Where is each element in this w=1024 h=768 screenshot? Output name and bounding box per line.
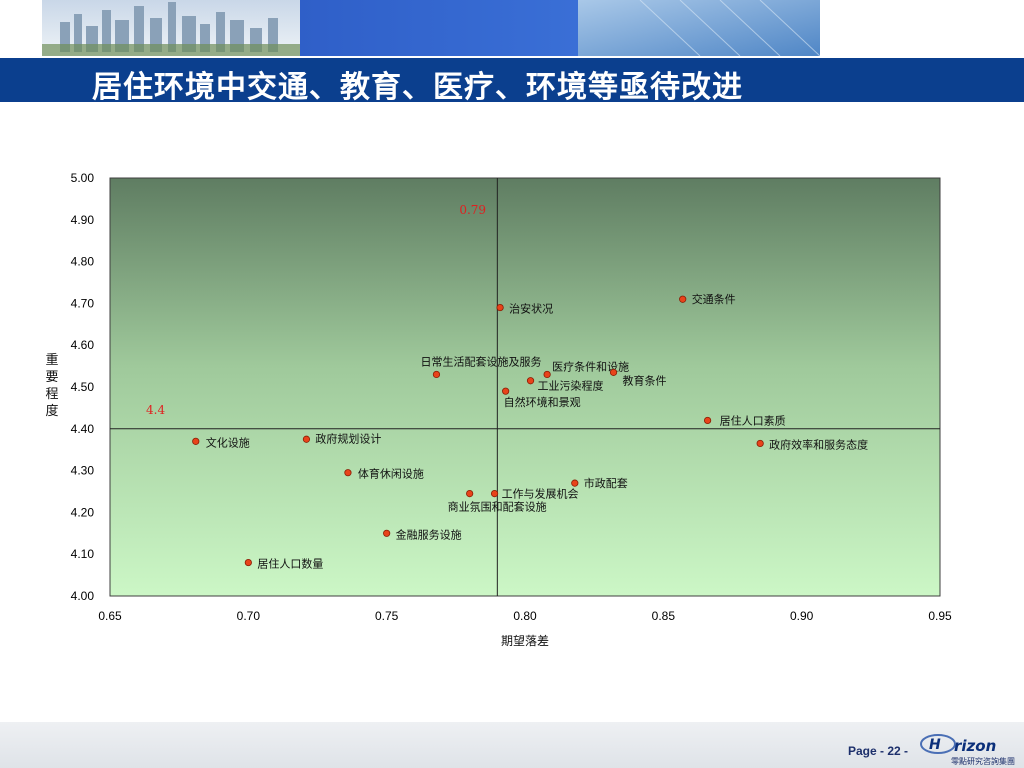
glass-building-photo [578, 0, 820, 56]
data-point-label: 教育条件 [623, 373, 667, 387]
x-tick-label: 0.90 [790, 609, 814, 623]
y-axis-label-char: 重 [45, 352, 58, 368]
y-axis-label-char: 要 [45, 370, 58, 385]
data-point [756, 439, 764, 448]
x-tick-label: 0.70 [237, 609, 261, 623]
header-photo-strip [0, 0, 1024, 56]
data-point-label: 工作与发展机会 [502, 487, 579, 501]
y-tick-label: 4.40 [71, 422, 95, 436]
y-tick-label: 5.00 [71, 171, 95, 185]
y-tick-label: 4.30 [71, 464, 95, 478]
y-tick-label: 4.20 [71, 505, 95, 519]
y-tick-label: 4.70 [71, 296, 95, 310]
data-point [526, 377, 535, 385]
x-tick-label: 0.75 [375, 609, 399, 623]
data-point-label: 治安状况 [509, 302, 553, 316]
svg-text:H: H [929, 737, 941, 753]
y-tick-label: 4.00 [71, 589, 95, 603]
x-tick-label: 0.85 [652, 609, 676, 623]
data-point [302, 435, 311, 443]
data-point-label: 自然环境和景观 [504, 395, 581, 409]
company-logo-caption: 零點研究咨詢集團 [951, 757, 1015, 766]
data-point [244, 558, 252, 567]
data-point-label: 居住人口素质 [720, 413, 786, 427]
blue-banner [300, 0, 578, 56]
footer-band [0, 722, 1024, 768]
x-tick-label: 0.80 [513, 609, 537, 623]
data-point-label: 居住人口数量 [257, 557, 323, 571]
data-point [703, 416, 712, 425]
data-point [609, 368, 618, 376]
data-point-label: 日常生活配套设施及服务 [420, 354, 541, 368]
data-point-label: 政府规划设计 [315, 431, 381, 445]
data-point-label: 商业氛围和配套设施 [448, 500, 547, 514]
data-point [543, 370, 551, 379]
data-point [502, 387, 510, 395]
y-tick-label: 4.10 [71, 547, 95, 561]
company-logo-mark: H [920, 734, 956, 754]
y-axis-label-char: 程 [45, 387, 58, 402]
data-point [432, 370, 441, 379]
data-point-label: 文化设施 [206, 435, 250, 449]
data-point [490, 489, 499, 498]
x-tick-label: 0.95 [928, 609, 952, 623]
company-logo-wordmark: rizon [954, 737, 997, 755]
page-title: 居住环境中交通、教育、医疗、环境等亟待改进 [92, 70, 743, 105]
x-axis-ticks: 0.65 0.70 0.75 0.80 0.85 0.90 0.95 [98, 609, 952, 623]
data-point [571, 479, 579, 487]
y-tick-label: 4.60 [71, 338, 95, 352]
data-point-label: 工业污染程度 [538, 379, 604, 393]
y-axis-ticks: 4.00 4.10 4.20 4.30 4.40 4.50 4.60 4.70 4.80 4.90… [71, 171, 95, 603]
reference-label-x: 0.79 [459, 203, 486, 217]
scatter-chart: 0.79 4.4 0.65 0.70 0.75 0.80 0.85 0.90 0.95 4.… [45, 171, 952, 648]
data-point [466, 489, 474, 498]
page-number: Page - 22 - [848, 744, 909, 758]
data-point [344, 469, 352, 477]
data-point-label: 体育休闲设施 [358, 467, 424, 481]
data-point [679, 295, 687, 303]
title-bar: 居住环境中交通、教育、医疗、环境等亟待改进 [0, 56, 1024, 105]
plot-area [109, 177, 941, 597]
data-point [192, 437, 200, 445]
data-point-label: 政府效率和服务态度 [769, 437, 868, 451]
y-tick-label: 4.80 [71, 255, 95, 269]
y-tick-label: 4.50 [71, 380, 95, 394]
data-point-label: 交通条件 [692, 292, 736, 306]
data-point-label: 市政配套 [584, 476, 628, 490]
y-axis-label-char: 度 [45, 403, 58, 419]
data-point [383, 529, 391, 537]
data-point-label: 医疗条件和设施 [552, 359, 629, 373]
x-tick-label: 0.65 [98, 609, 122, 623]
data-point-label: 金融服务设施 [396, 527, 462, 541]
x-axis-label: 期望落差 [501, 634, 549, 648]
y-tick-label: 4.90 [71, 213, 95, 227]
reference-label-y: 4.4 [146, 403, 165, 417]
data-point [496, 303, 504, 312]
